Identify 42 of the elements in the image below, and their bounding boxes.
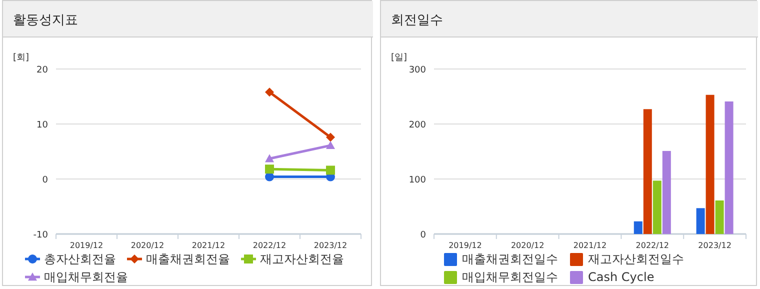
bar (643, 109, 652, 234)
x-tick-label: 2021/12 (573, 241, 607, 250)
x-tick-label: 2021/12 (192, 241, 226, 250)
legend-label: 매출채권회전율 (146, 252, 230, 266)
x-tick-label: 2020/12 (130, 241, 164, 250)
y-tick-label: 0 (42, 176, 48, 186)
y-tick-label: 0 (420, 230, 426, 240)
x-tick-label: 2023/12 (314, 241, 348, 250)
x-tick-label: 2023/12 (698, 241, 732, 250)
y-axis-title: [일] (391, 53, 408, 63)
bar (696, 208, 705, 234)
legend-label: 재고자산회전일수 (588, 252, 684, 266)
point (326, 166, 335, 175)
legend-label: 재고자산회전율 (260, 252, 344, 266)
legend-label: 매입채무회전일수 (462, 270, 558, 284)
x-tick-label: 2019/12 (70, 241, 104, 250)
x-tick-label: 2019/12 (448, 241, 482, 250)
y-axis-title: [회] (13, 53, 30, 63)
bar (715, 200, 724, 234)
point (265, 88, 274, 97)
legend-label: Cash Cycle (588, 270, 654, 284)
chart-title: 회전일수 (391, 13, 443, 28)
y-tick-label: 100 (408, 176, 426, 186)
y-tick-label: -10 (33, 230, 48, 240)
bar (634, 221, 642, 234)
bar (652, 180, 662, 234)
point (326, 132, 335, 142)
x-tick-label: 2022/12 (252, 241, 286, 250)
legend-label: 매입채무회전율 (44, 270, 128, 284)
y-tick-label: 20 (36, 66, 48, 76)
y-tick-label: 300 (408, 66, 426, 76)
bar (724, 101, 734, 234)
bar (662, 150, 671, 234)
y-tick-label: 200 (408, 120, 426, 130)
legend-label: 매출채권회전일수 (462, 252, 558, 266)
bar (706, 94, 714, 234)
chart-title: 활동성지표 (13, 13, 78, 28)
y-tick-label: 10 (36, 120, 48, 130)
legend-label: 총자산회전율 (44, 252, 116, 266)
point (265, 164, 274, 174)
x-tick-label: 2020/12 (510, 241, 544, 250)
x-tick-label: 2022/12 (636, 241, 670, 250)
